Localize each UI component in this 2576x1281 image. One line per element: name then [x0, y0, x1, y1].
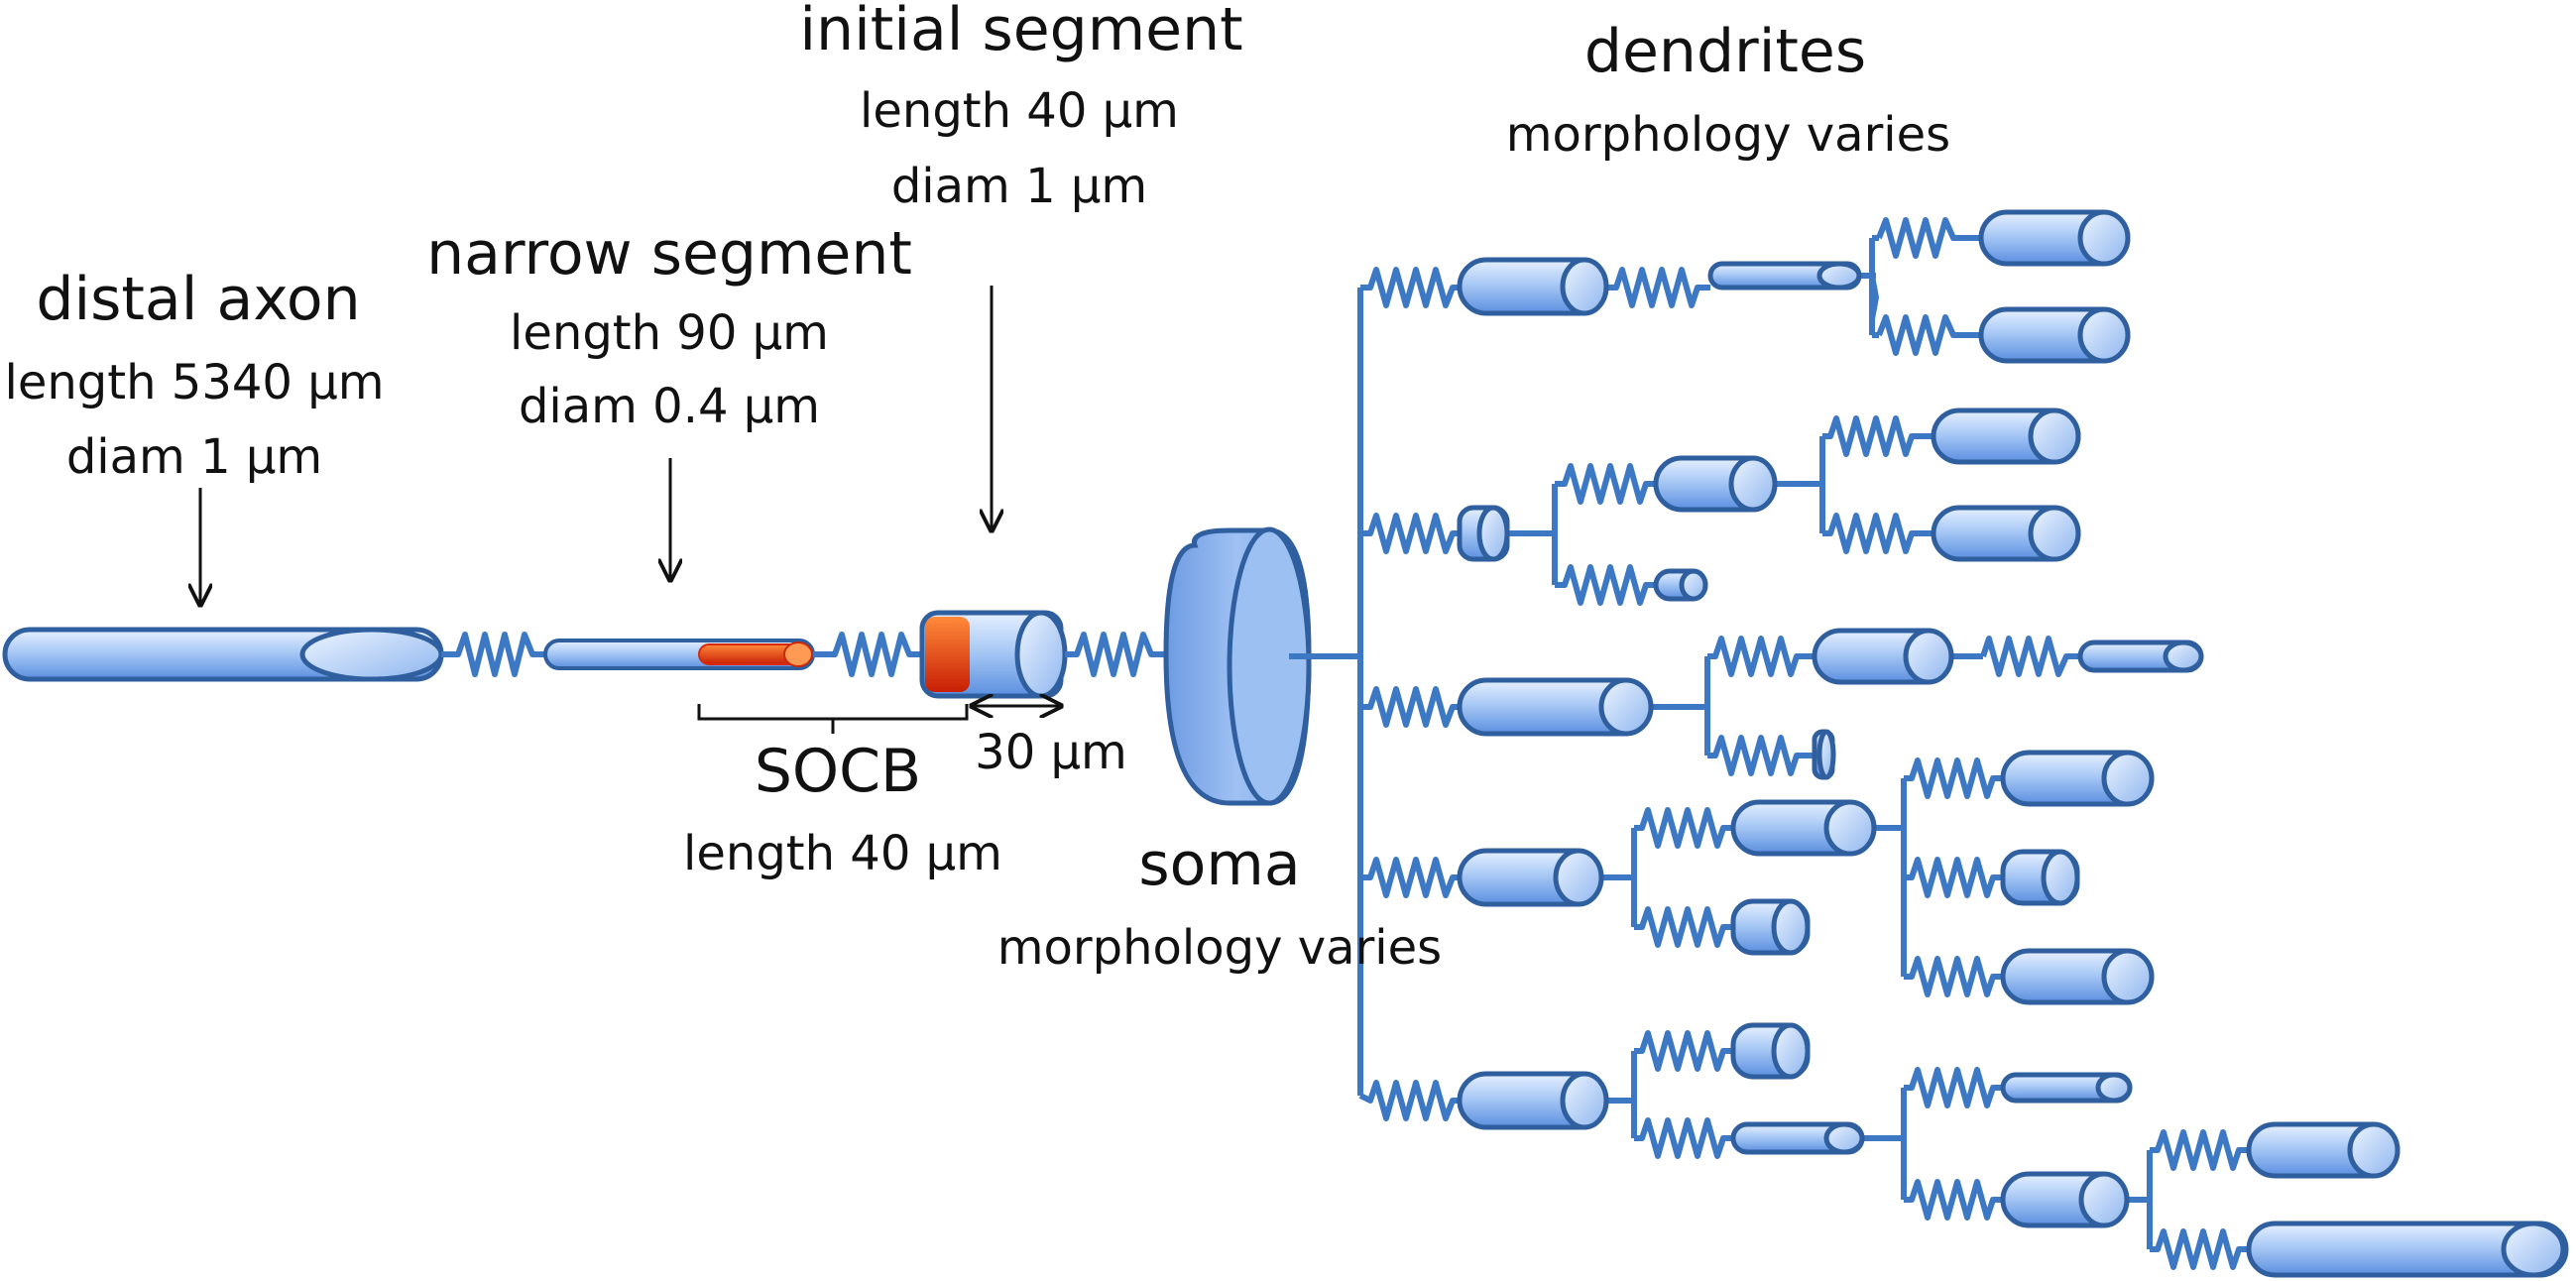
spring-narrow-initial	[813, 632, 922, 677]
initial-segment	[919, 610, 1068, 699]
narrow-segment-length: length 90 µm	[510, 305, 829, 361]
soma-title: soma	[1138, 830, 1301, 899]
initial-segment-length: length 40 µm	[860, 83, 1179, 139]
dendrites-title: dendrites	[1583, 17, 1867, 86]
narrow-segment-diam: diam 0.4 µm	[518, 379, 821, 434]
socb-length: length 40 µm	[683, 826, 1002, 881]
dendrite-tree	[1358, 209, 2569, 1278]
soma-note: morphology varies	[996, 920, 1443, 976]
spring-initial-soma	[1065, 632, 1166, 677]
initial-segment-title: initial segment	[799, 0, 1243, 64]
distal-axon-length: length 5340 µm	[4, 355, 385, 410]
dendrites-note: morphology varies	[1505, 107, 1951, 163]
distal-axon	[2, 627, 444, 682]
distal-axon-title: distal axon	[36, 265, 361, 334]
socb-bracket	[697, 704, 969, 734]
spring-axon-narrow	[441, 632, 545, 677]
initial-segment-diam: diam 1 µm	[890, 159, 1148, 214]
socb-title: SOCB	[754, 737, 922, 806]
narrow-segment-title: narrow segment	[426, 219, 912, 289]
soma	[1163, 526, 1358, 806]
dimension-label: 30 µm	[975, 725, 1127, 780]
distal-axon-diam: diam 1 µm	[65, 429, 323, 485]
pointer-arrows	[200, 286, 992, 605]
narrow-segment	[543, 639, 815, 670]
